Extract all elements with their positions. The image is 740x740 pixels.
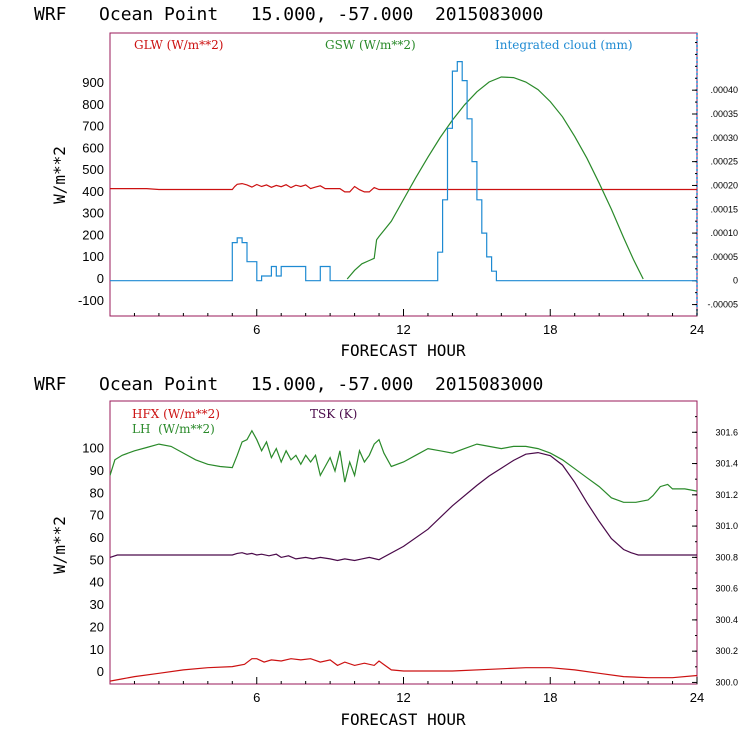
x-tick-label: 12 <box>396 690 410 705</box>
x-tick-label: 24 <box>690 690 704 705</box>
y-tick-label: 600 <box>82 140 104 155</box>
right-y-tick-label: 301.6 <box>715 427 738 437</box>
right-y-tick-label: .00015 <box>710 204 738 214</box>
y-tick-label: 80 <box>90 485 104 500</box>
series-line-hfx-w-m-2 <box>109 658 698 682</box>
plot-frame-top <box>109 32 698 317</box>
right-y-tick-label: 301.4 <box>715 459 738 469</box>
right-y-tick-label: .00010 <box>710 228 738 238</box>
y-tick-label: 40 <box>90 575 104 590</box>
legend-entry: GLW (W/m**2) <box>134 38 223 52</box>
right-y-tick-label: -.00005 <box>707 300 738 310</box>
y-axis-label-top: W/m**2 <box>50 146 69 204</box>
legend-entry: HFX (W/m**2) <box>132 407 220 421</box>
y-tick-label: 90 <box>90 463 104 478</box>
x-tick-label: 18 <box>543 690 557 705</box>
legend-entry: LH (W/m**2) <box>132 422 215 436</box>
y-tick-label: 800 <box>82 97 104 112</box>
right-y-tick-label: 0 <box>733 276 738 286</box>
right-y-tick-label: .00040 <box>710 85 738 95</box>
legend-entry: TSK (K) <box>310 407 357 421</box>
right-y-tick-label: 300.6 <box>715 584 738 594</box>
x-tick-label: 24 <box>690 322 704 337</box>
y-tick-label: 50 <box>90 552 104 567</box>
x-tick-label: 12 <box>396 322 410 337</box>
y-tick-label: 30 <box>90 597 104 612</box>
series-line-lh-w-m-2 <box>109 429 698 503</box>
x-tick-label: 6 <box>253 322 260 337</box>
y-tick-label: 0 <box>97 664 104 679</box>
right-y-tick-label: 301.2 <box>715 490 738 500</box>
chart-title-top: WRF Ocean Point 15.000, -57.000 20150830… <box>34 4 543 25</box>
right-y-tick-label: 300.4 <box>715 615 738 625</box>
y-tick-label: 200 <box>82 227 104 242</box>
y-tick-label: 100 <box>82 441 104 456</box>
right-y-tick-label: 300.2 <box>715 646 738 656</box>
series-line-glw-w-m-2 <box>110 182 697 193</box>
y-tick-label: 900 <box>82 75 104 90</box>
right-y-tick-label: 301.0 <box>715 521 738 531</box>
right-y-tick-label: .00030 <box>710 133 738 143</box>
right-y-tick-label: .00035 <box>710 109 738 119</box>
legend-entry: Integrated cloud (mm) <box>495 38 633 52</box>
x-tick-label: 18 <box>543 322 557 337</box>
y-tick-label: 0 <box>97 271 104 286</box>
legend-entry: GSW (W/m**2) <box>325 38 416 52</box>
panel-top: WRF Ocean Point 15.000, -57.000 20150830… <box>34 4 738 360</box>
right-y-tick-label: .00025 <box>710 157 738 167</box>
y-tick-label: 300 <box>82 206 104 221</box>
y-tick-label: 60 <box>90 530 104 545</box>
y-tick-label: 20 <box>90 619 104 634</box>
panel-bottom: WRF Ocean Point 15.000, -57.000 20150830… <box>34 374 738 729</box>
series-line-gsw-w-m-2 <box>346 76 644 280</box>
x-axis-label-bottom: FORECAST HOUR <box>340 710 466 729</box>
chart-title-bottom: WRF Ocean Point 15.000, -57.000 20150830… <box>34 374 543 395</box>
right-y-tick-label: .00005 <box>710 252 738 262</box>
right-y-tick-label: 300.8 <box>715 552 738 562</box>
y-tick-label: 70 <box>90 508 104 523</box>
right-y-tick-label: 300.0 <box>715 677 738 687</box>
x-tick-label: 6 <box>253 690 260 705</box>
y-tick-label: 100 <box>82 249 104 264</box>
y-tick-label: 400 <box>82 184 104 199</box>
x-axis-label-top: FORECAST HOUR <box>340 341 466 360</box>
y-tick-label: 10 <box>90 642 104 657</box>
plot-frame-bottom <box>109 400 698 685</box>
series-line-tsk-k <box>109 451 697 562</box>
y-tick-label: 700 <box>82 119 104 134</box>
series-line-integrated-cloud-mm <box>110 61 697 282</box>
y-axis-label-bottom: W/m**2 <box>50 516 69 574</box>
y-tick-label: 500 <box>82 162 104 177</box>
right-y-tick-label: .00020 <box>710 180 738 190</box>
y-tick-label: -100 <box>78 293 104 308</box>
